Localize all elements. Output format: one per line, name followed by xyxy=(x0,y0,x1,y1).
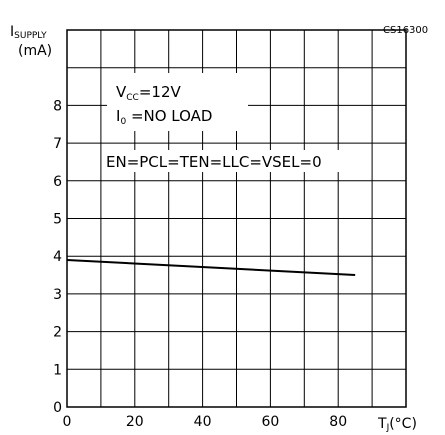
y-tick-label: 8 xyxy=(53,98,62,114)
x-tick-label: 40 xyxy=(194,414,212,430)
x-axis-label: TJ(°C) xyxy=(377,416,417,433)
plot-frame xyxy=(66,29,407,408)
y-tick-label: 4 xyxy=(53,249,62,265)
figure-code: CS16300 xyxy=(383,25,428,36)
conditions-box-bg xyxy=(107,73,248,131)
x-tick-label: 20 xyxy=(126,414,144,430)
vcc-annotation: VCC=12V xyxy=(116,83,181,103)
y-axis-label: ISUPPLY xyxy=(10,24,47,41)
supply-current-line xyxy=(66,258,356,277)
y-tick-label: 2 xyxy=(53,325,62,341)
y-tick-labels: 0 1 2 3 4 5 6 7 8 xyxy=(53,98,62,416)
x-tick-label: 80 xyxy=(329,414,347,430)
y-tick-label: 0 xyxy=(53,400,62,416)
grid-lines xyxy=(67,30,406,407)
enable-annotation: EN=PCL=TEN=LLC=VSEL=0 xyxy=(106,153,322,171)
io-annotation: I0 =NO LOAD xyxy=(116,107,212,127)
x-tick-labels: 0 20 40 60 80 xyxy=(63,414,348,430)
y-axis-unit: (mA) xyxy=(18,43,52,59)
enable-box-bg xyxy=(102,150,364,172)
y-tick-label: 7 xyxy=(53,136,62,152)
y-tick-label: 1 xyxy=(53,362,62,378)
x-tick-label: 60 xyxy=(261,414,279,430)
x-tick-label: 0 xyxy=(63,414,72,430)
y-tick-label: 6 xyxy=(53,174,62,190)
series-layer xyxy=(66,258,356,277)
y-tick-label: 5 xyxy=(53,212,62,228)
y-tick-label: 3 xyxy=(53,287,62,303)
